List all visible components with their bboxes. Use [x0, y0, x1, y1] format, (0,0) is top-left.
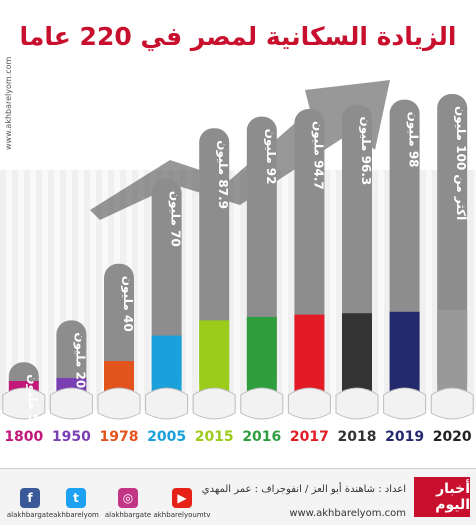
bar-value-label: 40 مليون [120, 276, 135, 332]
year-label: 2015 [195, 429, 234, 445]
instagram-icon: ◎ [118, 488, 138, 508]
bar-base [145, 387, 189, 420]
social-youtube[interactable]: ▶ akhbarelyoumtv [152, 488, 212, 519]
bar-fill [389, 311, 420, 395]
bar-fill [294, 314, 325, 395]
year-label: 2005 [147, 429, 186, 445]
bar-base [383, 387, 427, 420]
year-label: 2020 [433, 429, 472, 445]
bar-base [430, 387, 474, 420]
social-label: alakhbargate [6, 511, 54, 519]
bar-value-label: 70 مليون [168, 191, 183, 247]
bar-value-label: 94.7 مليون [310, 121, 325, 190]
social-facebook[interactable]: f alakhbargate [0, 488, 60, 519]
social-label: alakhbargate [104, 511, 152, 519]
bar-base [97, 387, 141, 420]
bar-base [240, 387, 284, 420]
bar-value-label: أكثر من 100 مليون [453, 106, 469, 220]
bar-base [287, 387, 331, 420]
bar-fill [151, 335, 182, 395]
year-label: 1978 [100, 429, 139, 445]
year-label: 1950 [52, 429, 91, 445]
twitter-icon: t [66, 488, 86, 508]
bar-value-label: 20 مليون [72, 332, 87, 388]
bar-value-label: 87.9 مليون [215, 140, 230, 209]
credit-text: اعداد : شاهندة أبو العز / انفوجراف : عمر… [201, 484, 406, 495]
social-label: akhbarelyoumtv [153, 511, 211, 519]
bar-base [335, 387, 379, 420]
social-twitter[interactable]: t akhbarelyom [46, 488, 106, 519]
facebook-icon: f [20, 488, 40, 508]
footer: f alakhbargate t akhbarelyom ◎ alakhbarg… [0, 468, 476, 525]
bar-base [2, 387, 46, 420]
year-label: 2018 [338, 429, 377, 445]
akhbarelyom-logo: أخبار اليوم [414, 477, 470, 517]
bar-fill [199, 320, 230, 395]
year-label: 2016 [242, 429, 281, 445]
year-label: 2019 [385, 429, 424, 445]
year-label: 1800 [4, 429, 43, 445]
bar-value-label: 98 مليون [406, 112, 421, 168]
year-label: 2017 [290, 429, 329, 445]
social-label: akhbarelyom [53, 511, 99, 519]
bar-value-label: 5.2 مليون [25, 374, 40, 434]
website-link[interactable]: www.akhbarelyom.com [289, 508, 406, 519]
bar-base [49, 387, 93, 420]
bar-value-label: 96.3 مليون [358, 116, 373, 185]
page-title: الزيادة السكانية لمصر في 220 عاما [19, 22, 457, 51]
bar-value-label: 92 مليون [263, 129, 278, 185]
youtube-icon: ▶ [172, 488, 192, 508]
bar-fill [437, 310, 468, 395]
social-instagram[interactable]: ◎ alakhbargate [98, 488, 158, 519]
bar-tube [56, 320, 87, 395]
bar-fill [342, 313, 372, 395]
bar-base [192, 387, 236, 420]
bar-fill [246, 316, 277, 395]
